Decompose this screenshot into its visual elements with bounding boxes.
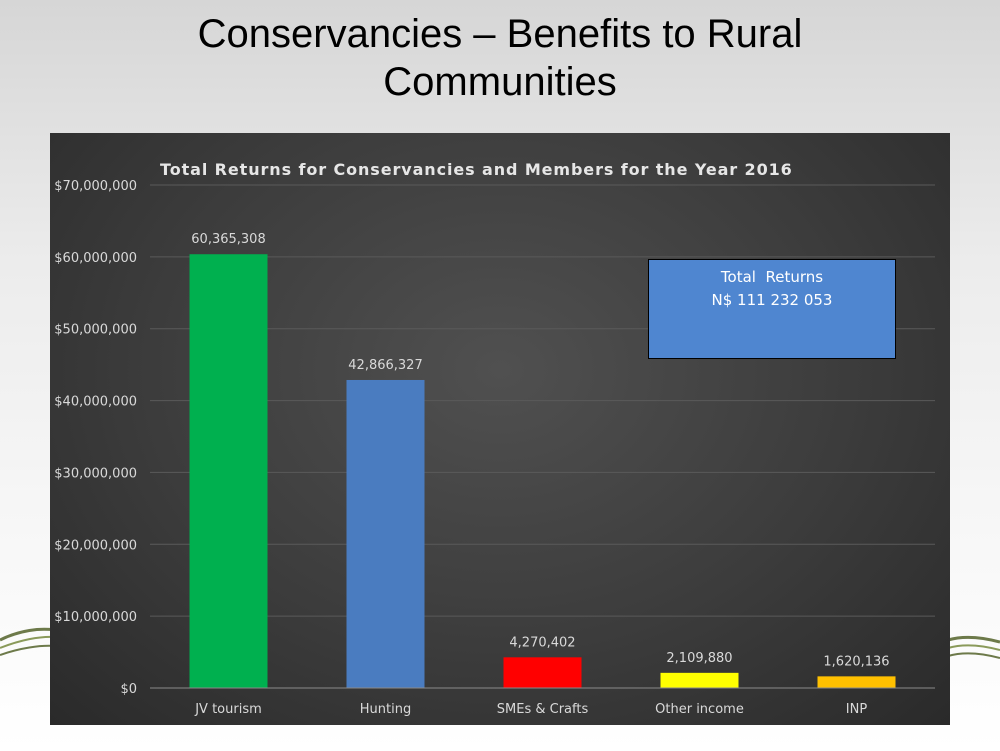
data-label: 42,866,327 xyxy=(348,358,422,373)
y-tick-label: $60,000,000 xyxy=(54,251,137,266)
total-returns-value: N$ 111 232 053 xyxy=(711,291,833,309)
y-tick-label: $30,000,000 xyxy=(54,466,137,481)
y-tick-label: $0 xyxy=(120,682,137,697)
x-tick-label: Hunting xyxy=(360,702,411,717)
chart-panel: Total Returns for Conservancies and Memb… xyxy=(50,133,950,725)
bar xyxy=(189,254,268,688)
slide-title: Conservancies – Benefits to Rural Commun… xyxy=(0,10,1000,106)
y-tick-label: $40,000,000 xyxy=(54,395,137,410)
bar-chart: Total Returns for Conservancies and Memb… xyxy=(54,160,935,717)
data-label: 2,109,880 xyxy=(666,651,732,666)
x-tick-label: SMEs & Crafts xyxy=(497,702,589,717)
chart-title: Total Returns for Conservancies and Memb… xyxy=(160,160,793,179)
y-tick-label: $20,000,000 xyxy=(54,538,137,553)
bar xyxy=(817,676,896,688)
y-tick-label: $70,000,000 xyxy=(54,179,137,194)
total-returns-label: Total Returns xyxy=(720,268,824,286)
slide-title-line2: Communities xyxy=(383,60,617,104)
slide-title-line1: Conservancies – Benefits to Rural xyxy=(197,12,803,56)
x-tick-label: JV tourism xyxy=(194,702,262,717)
data-label: 60,365,308 xyxy=(191,232,265,247)
data-label: 4,270,402 xyxy=(509,635,575,650)
data-label: 1,620,136 xyxy=(823,654,889,669)
y-tick-label: $50,000,000 xyxy=(54,323,137,338)
x-tick-label: Other income xyxy=(655,702,744,717)
y-tick-label: $10,000,000 xyxy=(54,610,137,625)
total-returns-callout: Total Returns N$ 111 232 053 xyxy=(648,259,896,359)
bar xyxy=(346,379,425,688)
bar xyxy=(503,657,582,688)
bar xyxy=(660,672,739,688)
x-tick-label: INP xyxy=(846,702,868,717)
